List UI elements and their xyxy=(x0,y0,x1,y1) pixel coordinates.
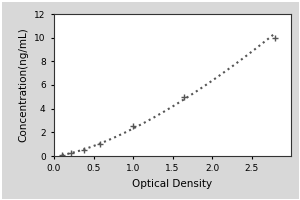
Y-axis label: Concentration(ng/mL): Concentration(ng/mL) xyxy=(19,28,28,142)
X-axis label: Optical Density: Optical Density xyxy=(132,179,213,189)
